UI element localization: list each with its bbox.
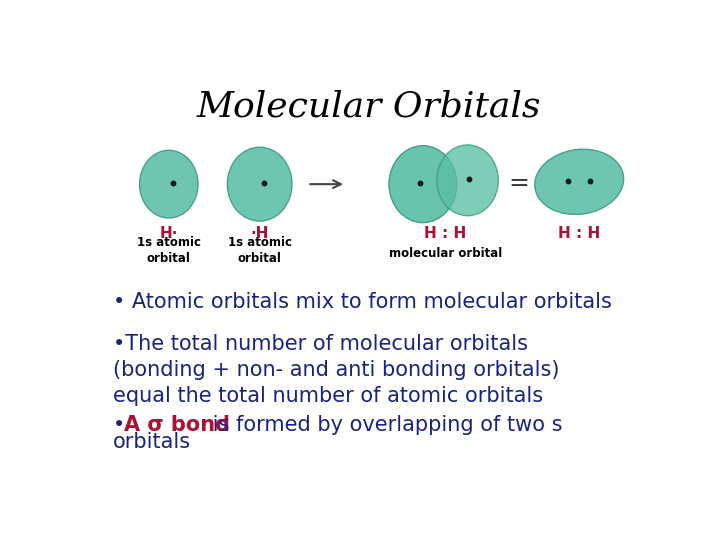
Text: H : H: H : H (558, 226, 600, 241)
Text: H·: H· (160, 226, 178, 241)
Text: 1s atomic
orbital: 1s atomic orbital (137, 236, 201, 265)
Text: molecular orbital: molecular orbital (389, 247, 502, 260)
Ellipse shape (535, 149, 624, 214)
Text: 1s atomic
orbital: 1s atomic orbital (228, 236, 292, 265)
Text: is formed by overlapping of two s: is formed by overlapping of two s (206, 415, 562, 435)
Text: orbitals: orbitals (113, 432, 192, 452)
Text: A σ bond: A σ bond (124, 415, 230, 435)
Text: =: = (509, 171, 530, 194)
Ellipse shape (140, 150, 198, 218)
Ellipse shape (389, 146, 456, 222)
Ellipse shape (437, 145, 498, 215)
Text: ·H: ·H (251, 226, 269, 241)
Text: H : H: H : H (424, 226, 467, 241)
Text: •: • (113, 415, 132, 435)
Text: Molecular Orbitals: Molecular Orbitals (197, 90, 541, 124)
Text: •The total number of molecular orbitals
(bonding + non- and anti bonding orbital: •The total number of molecular orbitals … (113, 334, 560, 406)
Ellipse shape (228, 147, 292, 221)
Text: • Atomic orbitals mix to form molecular orbitals: • Atomic orbitals mix to form molecular … (113, 292, 612, 312)
